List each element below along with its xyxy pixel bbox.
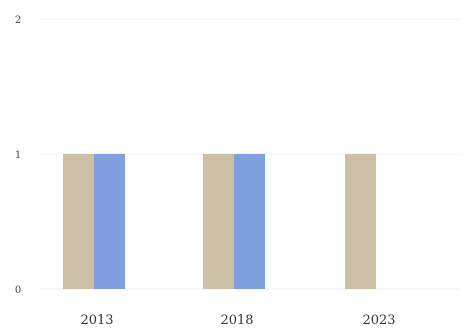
x-tick-label-2013: 2013 bbox=[80, 313, 113, 328]
y-tick-label-0: 0 bbox=[15, 285, 21, 296]
bar-2013-series-1 bbox=[63, 154, 94, 289]
bar-2018-series-2 bbox=[234, 154, 265, 289]
y-tick-label-1: 1 bbox=[15, 150, 21, 161]
bar-2023-series-1 bbox=[345, 154, 376, 289]
x-tick-label-2018: 2018 bbox=[220, 313, 253, 328]
x-axis-ticks: 2013 2018 2023 bbox=[80, 313, 395, 328]
x-tick-label-2023: 2023 bbox=[362, 313, 395, 328]
y-tick-label-2: 2 bbox=[15, 15, 21, 26]
bar-2018-series-1 bbox=[203, 154, 234, 289]
y-axis-ticks: 0 1 2 bbox=[15, 15, 21, 296]
bar-2013-series-2 bbox=[94, 154, 125, 289]
bars bbox=[63, 154, 376, 289]
